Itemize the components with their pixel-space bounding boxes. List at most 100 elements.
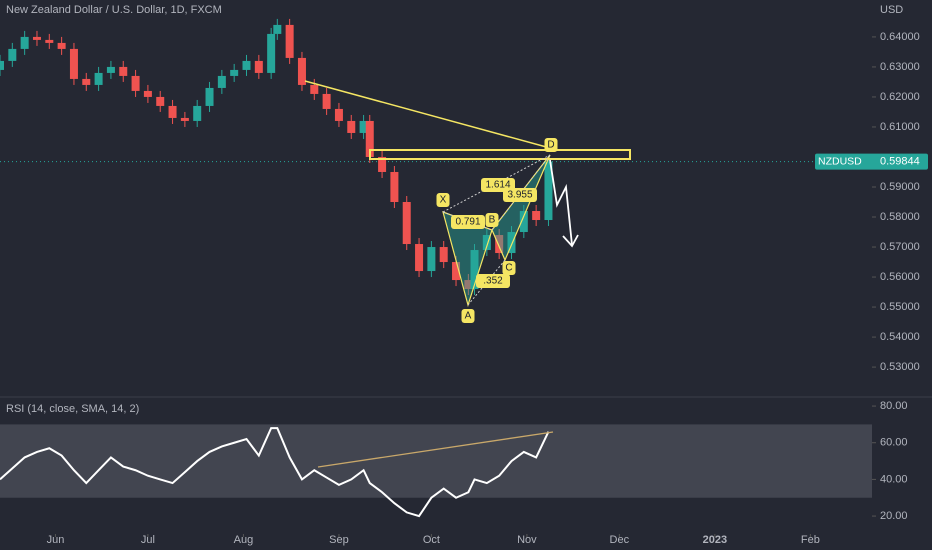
- candle-body: [143, 90, 152, 97]
- candle-body: [359, 120, 368, 133]
- candle-body: [32, 36, 41, 40]
- rsi-tick-label: 80.00: [880, 400, 908, 412]
- candle-body: [297, 57, 306, 85]
- y-tick-label: 0.58000: [880, 211, 920, 223]
- candle-body: [310, 84, 319, 94]
- candle-body: [402, 202, 411, 245]
- candle-body: [205, 87, 214, 106]
- arrow-head: [562, 234, 579, 248]
- pattern-tag: [544, 138, 558, 152]
- candle-body: [94, 72, 103, 85]
- candle-body: [193, 105, 202, 121]
- pattern-tag: [476, 274, 510, 288]
- pattern-tag: [436, 193, 450, 207]
- pattern-tag: [485, 213, 499, 227]
- y-tick-label: 0.56000: [880, 271, 920, 283]
- y-tick-label: 0.53000: [880, 361, 920, 373]
- symbol-label: NZDUSD: [818, 155, 862, 167]
- candle-body: [334, 108, 343, 121]
- y-tick-label: 0.55000: [880, 301, 920, 313]
- last-price-label: 0.59844: [880, 156, 920, 168]
- symbol-tag: [815, 153, 928, 170]
- x-tick-label: Dec: [610, 534, 630, 546]
- candle-body: [470, 250, 479, 290]
- candle-body: [495, 235, 504, 254]
- x-tick-label: Jun: [47, 534, 65, 546]
- rsi-tick-label: 20.00: [880, 510, 908, 522]
- pattern-tag: [451, 215, 485, 229]
- x-tick-label: 2023: [703, 534, 727, 546]
- candle-body: [365, 120, 374, 157]
- candle-body: [482, 235, 491, 251]
- candle-body: [439, 247, 448, 263]
- candle-body: [347, 120, 356, 133]
- x-tick-label: Oct: [423, 534, 440, 546]
- pattern-label: 3.955: [507, 190, 532, 201]
- candle-body: [273, 24, 282, 34]
- candle-body: [0, 60, 4, 70]
- candle-body: [242, 60, 251, 70]
- x-tick-label: Feb: [801, 534, 820, 546]
- zone-box: [369, 149, 631, 160]
- candle-body: [378, 156, 387, 172]
- rsi-band: [0, 424, 872, 498]
- trend-line: [304, 80, 551, 149]
- candle-body: [532, 211, 541, 221]
- x-tick-label: Sep: [329, 534, 349, 546]
- rsi-line: [0, 427, 550, 518]
- chart-title: New Zealand Dollar / U.S. Dollar, 1D, FX…: [6, 4, 222, 16]
- candle-body: [267, 33, 276, 73]
- candle-body: [464, 280, 473, 290]
- candle-body: [217, 75, 226, 88]
- pattern-label: 0.791: [455, 217, 480, 228]
- candle-body: [20, 36, 29, 49]
- x-tick-label: Nov: [517, 534, 537, 546]
- currency-label: USD: [880, 4, 903, 16]
- y-tick-label: 0.57000: [880, 241, 920, 253]
- candle-body: [156, 96, 165, 106]
- y-tick-label: 0.59000: [880, 181, 920, 193]
- projection-arrow: [549, 159, 573, 246]
- pattern-tag: [503, 188, 537, 202]
- pattern-label: A: [465, 311, 472, 322]
- candle-body: [285, 24, 294, 58]
- x-tick-label: Aug: [234, 534, 254, 546]
- x-tick-label: Jul: [141, 534, 155, 546]
- pattern-label: C: [505, 263, 512, 274]
- candle-body: [544, 161, 553, 221]
- candle-body: [131, 75, 140, 91]
- y-tick-label: 0.61000: [880, 121, 920, 133]
- candle-body: [57, 42, 66, 49]
- ratio-line: [442, 211, 493, 231]
- candle-body: [452, 262, 461, 281]
- candle-body: [254, 60, 263, 73]
- candle-body: [507, 232, 516, 254]
- candle-body: [230, 69, 239, 76]
- candle-body: [106, 66, 115, 73]
- rsi-trend-line: [317, 431, 554, 468]
- candle-body: [415, 244, 424, 272]
- candle-body: [82, 78, 91, 85]
- candle-body: [119, 66, 128, 76]
- pattern-label: B: [489, 215, 496, 226]
- pattern-tag: [502, 261, 516, 275]
- candle-body: [8, 48, 17, 61]
- pattern-tag: [461, 309, 475, 323]
- candle-body: [322, 93, 331, 109]
- y-tick-label: 0.62000: [880, 91, 920, 103]
- y-tick-label: 0.64000: [880, 31, 920, 43]
- candle-body: [180, 117, 189, 121]
- pattern-label: .352: [483, 276, 503, 287]
- candle-body: [427, 247, 436, 272]
- candle-body: [390, 171, 399, 203]
- drawings: [304, 80, 631, 468]
- rsi-tick-label: 60.00: [880, 437, 908, 449]
- y-tick-label: 0.63000: [880, 61, 920, 73]
- pattern-label: X: [440, 195, 447, 206]
- candle-body: [519, 211, 528, 233]
- candle-body: [168, 105, 177, 118]
- pattern-label: 1.614: [485, 180, 510, 191]
- rsi-title: RSI (14, close, SMA, 14, 2): [6, 403, 139, 415]
- rsi-tick-label: 40.00: [880, 473, 908, 485]
